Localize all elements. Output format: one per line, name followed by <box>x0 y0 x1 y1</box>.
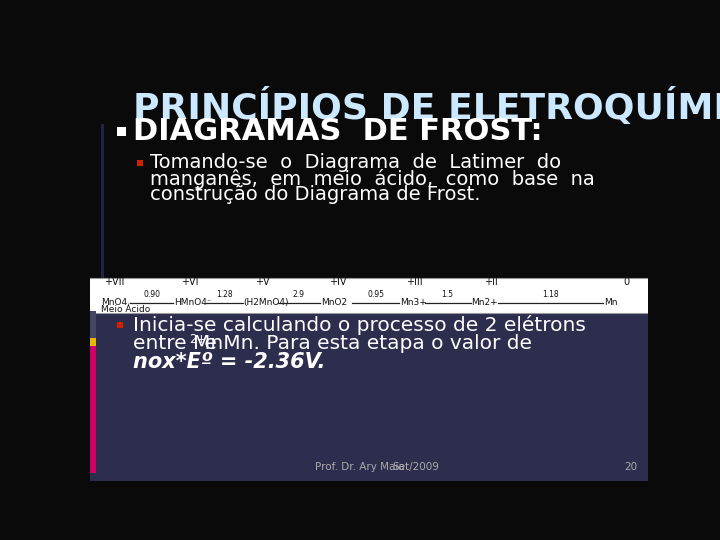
Text: +III: +III <box>406 277 423 287</box>
Bar <box>90 311 96 338</box>
Text: construção do Diagrama de Frost.: construção do Diagrama de Frost. <box>150 185 480 205</box>
Text: 0.90: 0.90 <box>143 290 160 299</box>
Text: Mn: Mn <box>605 298 618 307</box>
Text: manganês,  em  meio  ácido,  como  base  na: manganês, em meio ácido, como base na <box>150 169 595 189</box>
Text: Prof. Dr. Ary Maia: Prof. Dr. Ary Maia <box>315 462 405 472</box>
Bar <box>90 278 648 481</box>
Text: HMnO4⁻: HMnO4⁻ <box>174 298 212 307</box>
Text: Tomando-se  o  Diagrama  de  Latimer  do: Tomando-se o Diagrama de Latimer do <box>150 153 561 172</box>
Text: 1.18: 1.18 <box>542 290 559 299</box>
Bar <box>90 338 96 346</box>
Text: +VII: +VII <box>104 277 125 287</box>
Text: 2+: 2+ <box>189 333 207 346</box>
Bar <box>117 322 123 328</box>
Text: +VI: +VI <box>181 277 199 287</box>
Text: 0: 0 <box>624 277 629 287</box>
Text: e Mn. Para esta etapa o valor de: e Mn. Para esta etapa o valor de <box>199 334 533 353</box>
Text: Inicia-se calculando o processo de 2 elétrons: Inicia-se calculando o processo de 2 elé… <box>132 315 585 335</box>
Text: entre Mn: entre Mn <box>132 334 223 353</box>
Text: +IV: +IV <box>329 277 346 287</box>
Text: +V: +V <box>255 277 270 287</box>
Text: 0.95: 0.95 <box>367 290 384 299</box>
Text: 20: 20 <box>624 462 637 472</box>
Text: 2.9: 2.9 <box>293 290 305 299</box>
Text: Meio Ácido: Meio Ácido <box>101 305 150 314</box>
Bar <box>90 278 648 313</box>
Text: MnO4: MnO4 <box>101 298 127 307</box>
Bar <box>90 346 96 473</box>
Text: PRINCÍPIOS DE ELETROQUÍMICA: PRINCÍPIOS DE ELETROQUÍMICA <box>132 88 720 126</box>
Text: 1.5: 1.5 <box>441 290 454 299</box>
Text: nox*Eº = -2.36V.: nox*Eº = -2.36V. <box>132 352 325 372</box>
Text: Mn3+: Mn3+ <box>400 298 427 307</box>
Text: MnO2: MnO2 <box>321 298 347 307</box>
Bar <box>90 65 648 278</box>
Text: (H2MnO4): (H2MnO4) <box>243 298 289 307</box>
Text: Mn2+: Mn2+ <box>472 298 498 307</box>
Text: 1.28: 1.28 <box>216 290 233 299</box>
Bar <box>101 124 104 278</box>
Bar <box>137 159 143 166</box>
Text: +II: +II <box>484 277 498 287</box>
Bar <box>117 127 126 136</box>
Text: DIAGRAMAS  DE FROST:: DIAGRAMAS DE FROST: <box>132 117 542 146</box>
Text: Set/2009: Set/2009 <box>392 462 439 472</box>
